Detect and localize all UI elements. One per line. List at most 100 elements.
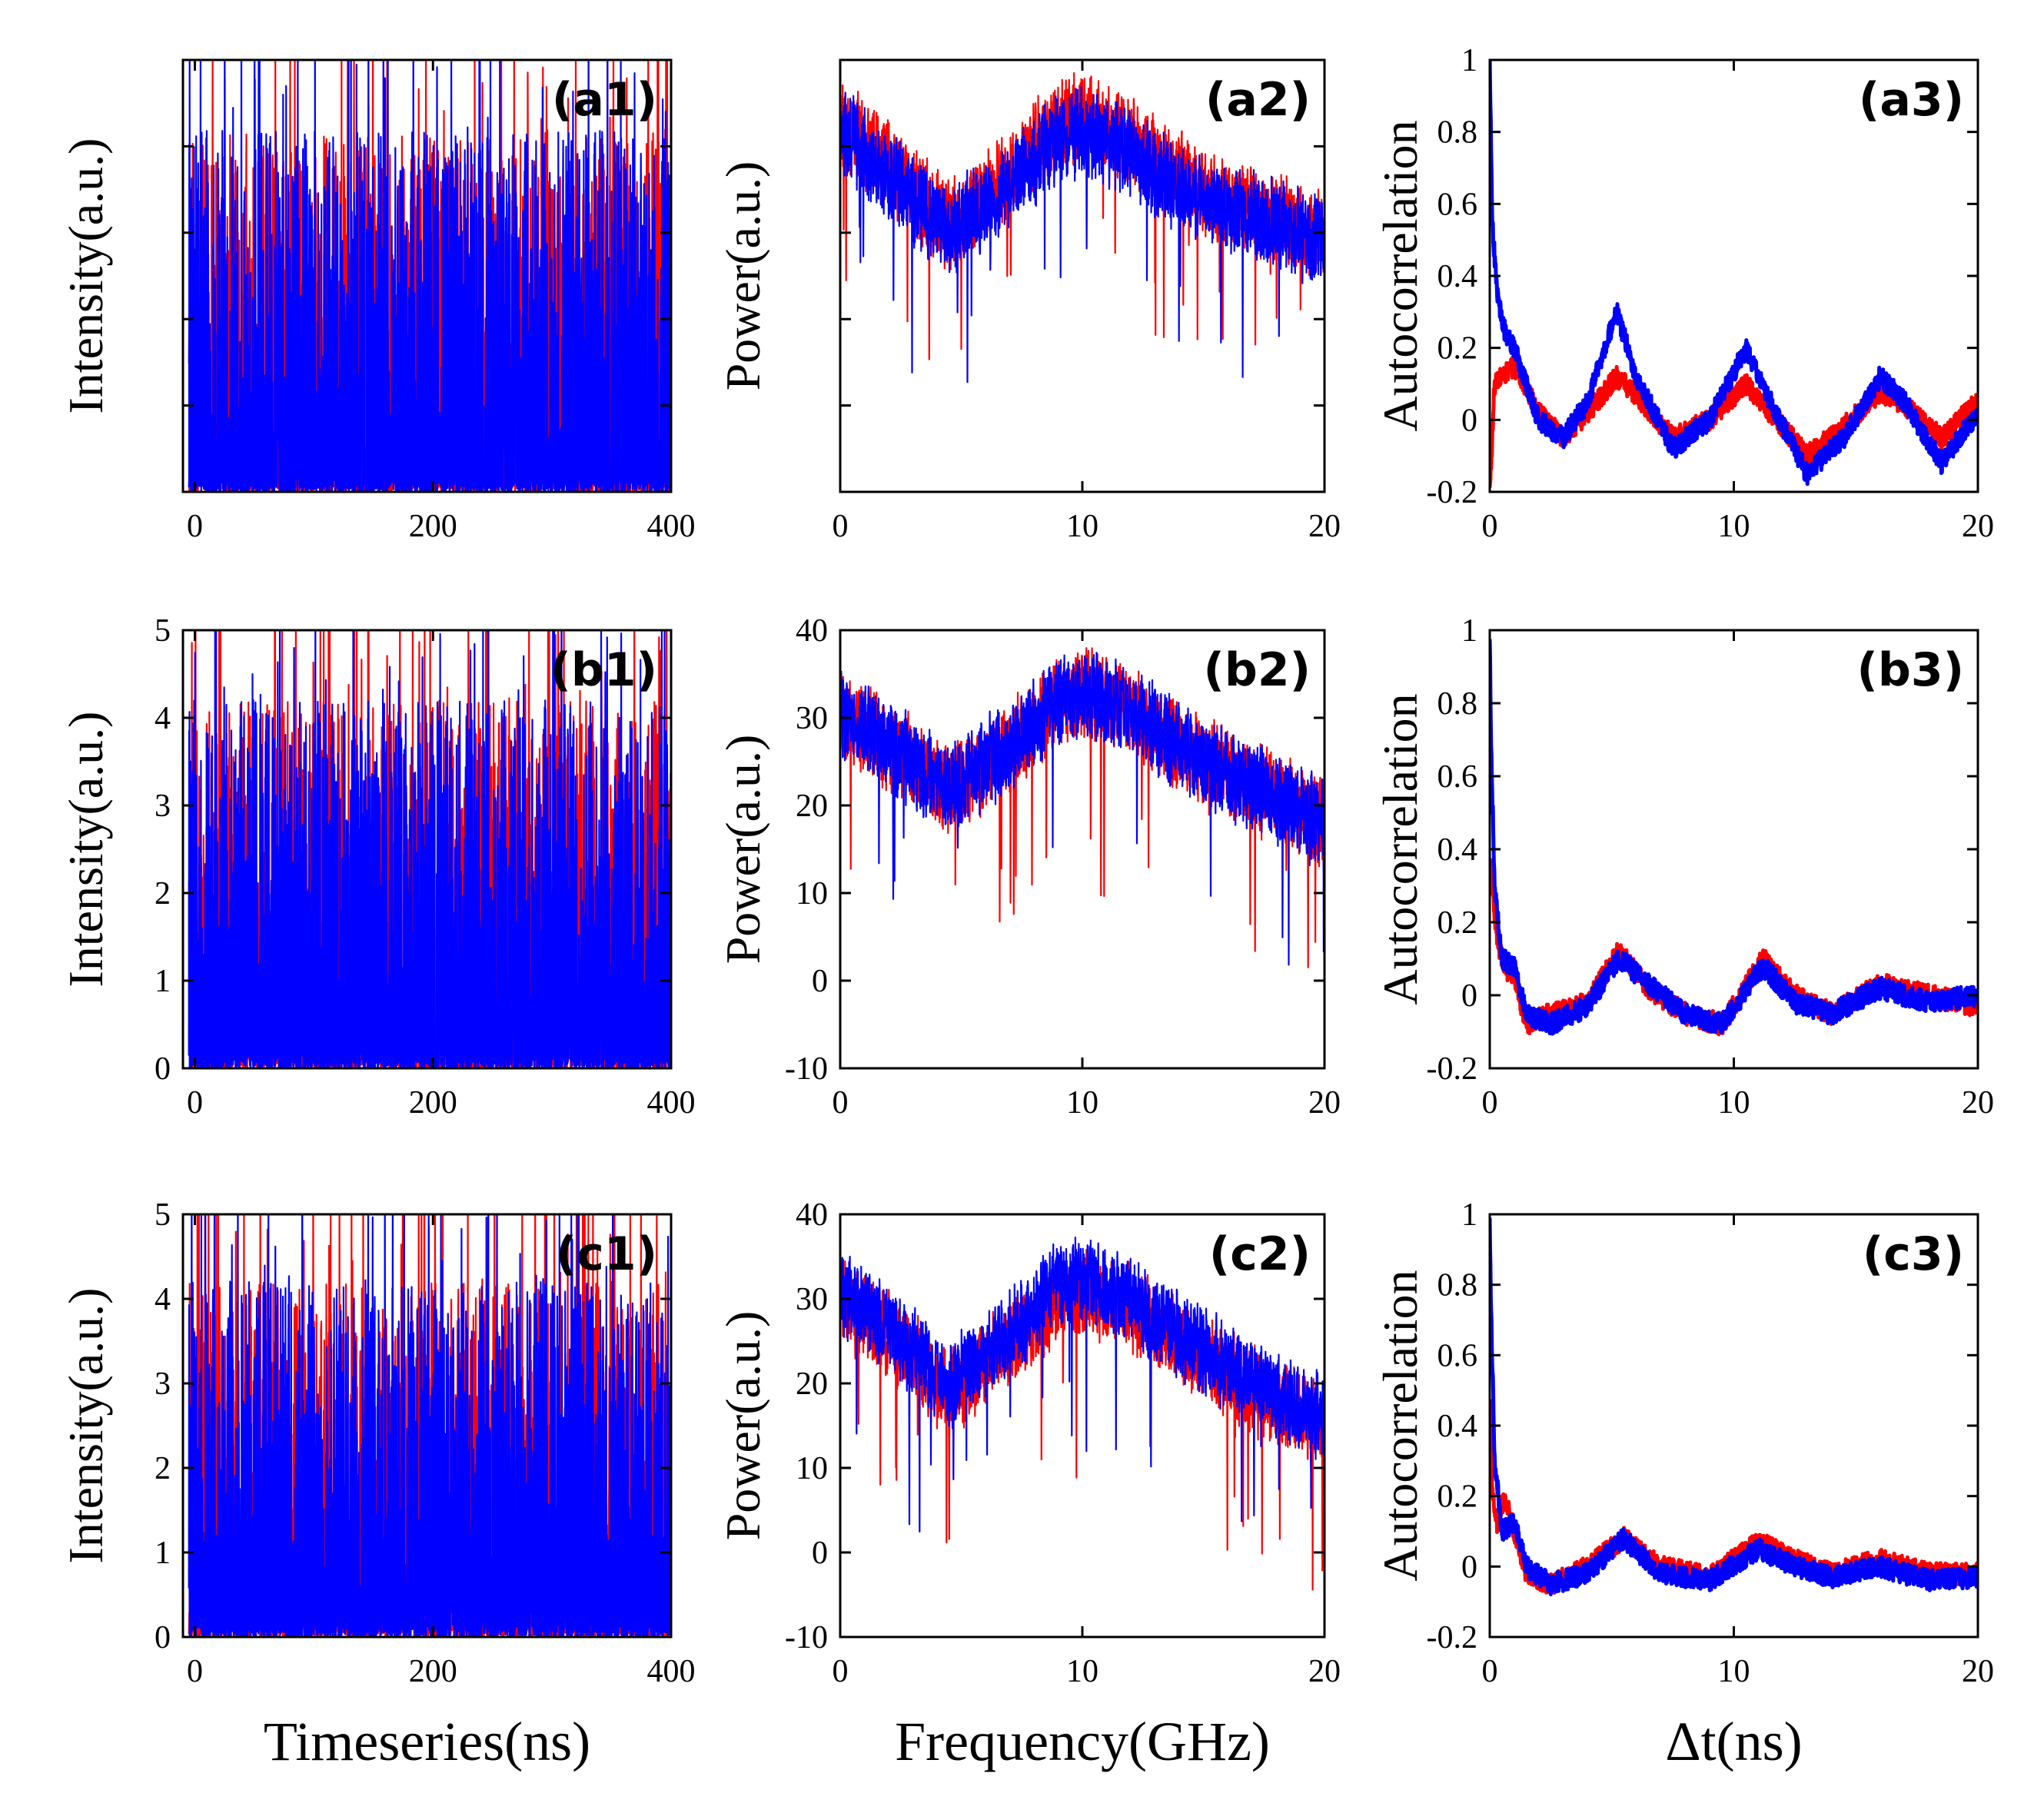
x-tick-label: 20 bbox=[1308, 1085, 1341, 1121]
y-tick-label: 0 bbox=[812, 1536, 828, 1571]
y-axis-label: Power(a.u.) bbox=[716, 1311, 770, 1541]
y-tick-label: -10 bbox=[785, 1620, 828, 1655]
x-tick-label: 0 bbox=[833, 1085, 849, 1121]
y-tick-label: 40 bbox=[796, 1197, 828, 1233]
x-tick-label: 20 bbox=[1962, 1654, 1994, 1689]
axes-frame bbox=[181, 629, 673, 1070]
y-tick-label: -10 bbox=[785, 1051, 828, 1087]
x-tick-label: 20 bbox=[1308, 509, 1341, 544]
x-tick-label: 0 bbox=[1482, 1085, 1498, 1121]
y-tick-label: 30 bbox=[796, 1282, 828, 1317]
y-tick-label: 3 bbox=[155, 1366, 171, 1402]
x-tick-label: 200 bbox=[409, 1654, 457, 1689]
panel-label: (a1) bbox=[552, 73, 657, 127]
y-tick-label: 0.4 bbox=[1437, 259, 1478, 294]
y-axis-label: Intensity(a.u.) bbox=[58, 1288, 113, 1564]
y-tick-label: 0.2 bbox=[1437, 331, 1478, 367]
x-tick-label: 200 bbox=[409, 509, 457, 544]
axes-frame bbox=[181, 58, 673, 493]
y-tick-label: 0.2 bbox=[1437, 1479, 1478, 1515]
panel-label: (b2) bbox=[1203, 643, 1311, 697]
y-tick-label: 4 bbox=[155, 1282, 171, 1317]
y-tick-label: 0 bbox=[1461, 978, 1477, 1014]
y-tick-label: 1 bbox=[1461, 613, 1477, 649]
series-group bbox=[840, 1237, 1324, 1591]
y-tick-label: 0.4 bbox=[1437, 1409, 1478, 1444]
x-tick-label: 20 bbox=[1962, 509, 1994, 544]
x-tick-label: 400 bbox=[647, 1085, 696, 1121]
x-tick-label: 10 bbox=[1066, 1085, 1098, 1121]
axes-frame bbox=[181, 1213, 673, 1639]
y-tick-label: 5 bbox=[155, 613, 171, 649]
x-tick-label: 0 bbox=[833, 1654, 849, 1689]
y-tick-label: 20 bbox=[796, 789, 828, 824]
y-tick-label: 5 bbox=[155, 1197, 171, 1233]
panel-label: (c1) bbox=[556, 1227, 657, 1281]
panel-c1: 0 200 400 0 1 2 3 4 5 Intensity(a.u.) (c1) bbox=[58, 1197, 696, 1689]
y-tick-label: 0.6 bbox=[1437, 1338, 1478, 1373]
y-tick-label: -0.2 bbox=[1427, 475, 1478, 510]
series-line-blue bbox=[188, 60, 671, 492]
y-tick-label: 0.2 bbox=[1437, 905, 1478, 941]
y-tick-label: 2 bbox=[155, 1451, 171, 1486]
y-axis-label: Autocorrelation bbox=[1373, 120, 1427, 431]
x-tick-label: 0 bbox=[833, 509, 849, 544]
panel-label: (c2) bbox=[1209, 1227, 1311, 1281]
series-line-blue bbox=[1490, 60, 1978, 486]
series-line-blue bbox=[188, 1214, 671, 1637]
panel-label: (b1) bbox=[550, 643, 657, 697]
x-tick-label: 0 bbox=[1482, 1654, 1498, 1689]
panel-b1: 0 200 400 0 1 2 3 4 5 Intensity(a.u.) (b1) bbox=[58, 613, 696, 1121]
series-group bbox=[1490, 60, 1978, 488]
panel-label: (b3) bbox=[1856, 643, 1964, 697]
y-tick-label: 10 bbox=[796, 1451, 828, 1486]
series-line-blue bbox=[188, 630, 671, 1068]
y-axis-label: Power(a.u.) bbox=[716, 161, 770, 391]
y-tick-label: 0 bbox=[812, 964, 828, 999]
y-tick-label: 0.4 bbox=[1437, 832, 1478, 868]
series-group bbox=[1490, 1217, 1978, 1597]
y-tick-label: 10 bbox=[796, 876, 828, 911]
panel-a2: 0 10 20 Power(a.u.) (a2) bbox=[716, 58, 1341, 544]
series-group bbox=[840, 647, 1324, 968]
series-group bbox=[188, 60, 671, 492]
y-tick-label: 0 bbox=[1461, 1549, 1477, 1585]
x-tick-label: 0 bbox=[1482, 509, 1498, 544]
x-tick-label: 0 bbox=[187, 509, 203, 544]
x-tick-label: 10 bbox=[1718, 509, 1750, 544]
series-group bbox=[840, 71, 1324, 384]
x-tick-label: 10 bbox=[1066, 509, 1098, 544]
panel-a3: 0 10 20-0.200.20.40.60.81Autocorrelation(a… bbox=[1373, 43, 1994, 544]
y-axis-label: Autocorrelation bbox=[1373, 693, 1427, 1004]
panel-label: (c3) bbox=[1863, 1227, 1964, 1281]
y-tick-label: -0.2 bbox=[1427, 1051, 1478, 1087]
x-tick-label: 10 bbox=[1066, 1654, 1098, 1689]
x-tick-label: 10 bbox=[1718, 1654, 1750, 1689]
bottom-xlabel-dt: Δt(ns) bbox=[1665, 1711, 1802, 1772]
x-tick-label: 400 bbox=[647, 509, 696, 544]
x-tick-label: 200 bbox=[409, 1085, 457, 1121]
panel-a1: 0 200 400 Intensity(a.u.) (a1) bbox=[58, 58, 696, 544]
panel-c3: 0 10 20-0.200.20.40.60.81Autocorrelation(c… bbox=[1373, 1197, 1994, 1689]
y-tick-label: 0 bbox=[155, 1620, 171, 1655]
y-tick-label: 2 bbox=[155, 876, 171, 911]
y-tick-label: 1 bbox=[155, 964, 171, 999]
x-tick-label: 20 bbox=[1962, 1085, 1994, 1121]
y-tick-label: 1 bbox=[1461, 43, 1477, 78]
y-axis-label: Autocorrelation bbox=[1373, 1270, 1427, 1581]
series-line-blue bbox=[1490, 1217, 1978, 1597]
y-tick-label: 1 bbox=[155, 1536, 171, 1571]
y-tick-label: 0.6 bbox=[1437, 187, 1478, 222]
x-tick-label: 0 bbox=[187, 1654, 203, 1689]
panel-label: (a3) bbox=[1859, 73, 1964, 127]
y-tick-label: 40 bbox=[796, 613, 828, 649]
x-tick-label: 10 bbox=[1718, 1085, 1750, 1121]
series-line-blue bbox=[840, 652, 1324, 966]
series-group bbox=[188, 1214, 671, 1637]
x-tick-label: 20 bbox=[1308, 1654, 1341, 1689]
series-group bbox=[1490, 639, 1978, 1037]
y-tick-label: 3 bbox=[155, 789, 171, 824]
y-tick-label: 0.8 bbox=[1437, 115, 1478, 151]
